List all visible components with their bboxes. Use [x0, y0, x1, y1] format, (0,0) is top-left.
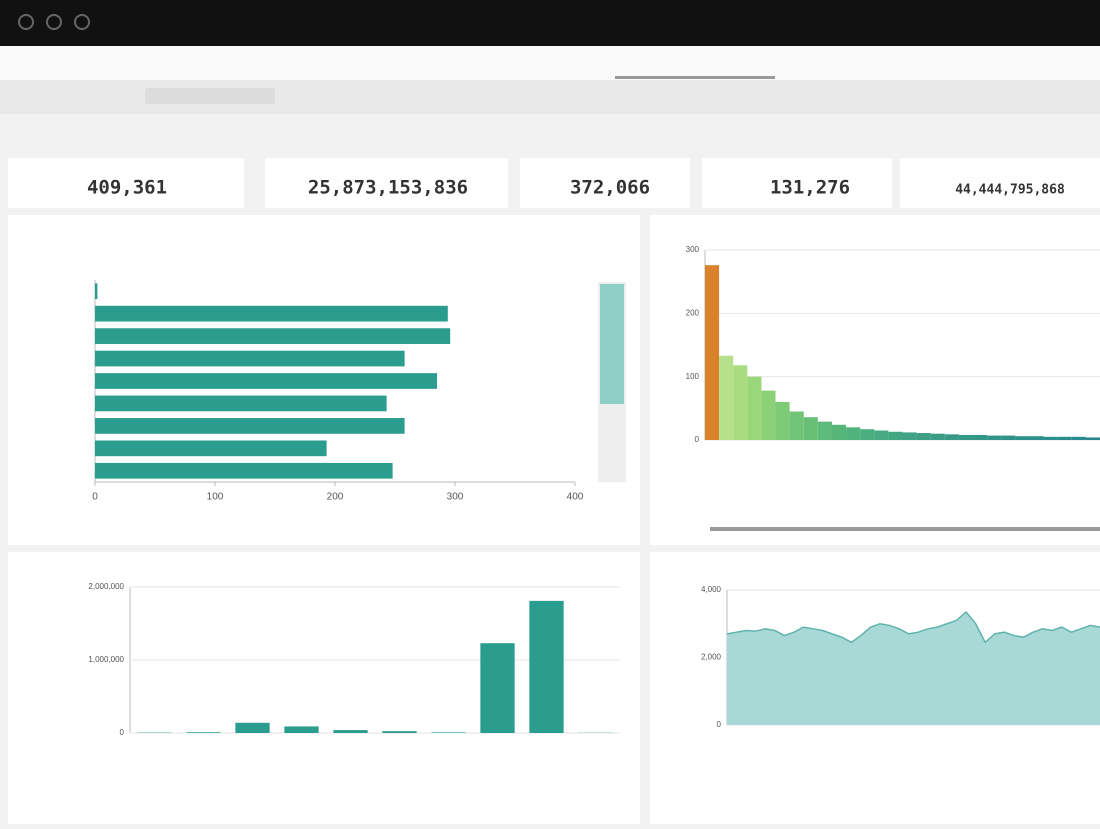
bar: [1086, 437, 1100, 440]
y-tick-label: 0: [695, 435, 700, 444]
bar: [95, 396, 387, 412]
bar: [95, 306, 448, 322]
bar: [186, 732, 220, 733]
bar: [860, 429, 874, 440]
bar: [705, 265, 719, 440]
bar: [846, 427, 860, 440]
y-tick-label: 2,000: [701, 653, 722, 662]
bar: [959, 435, 973, 440]
bar: [917, 433, 931, 440]
bar: [95, 328, 450, 344]
bar: [95, 418, 405, 434]
bar: [832, 425, 846, 440]
kpi-value: 409,361: [87, 177, 167, 199]
x-tick-label: 400: [567, 492, 584, 503]
bar: [480, 643, 514, 733]
bar: [888, 432, 902, 440]
y-tick-label: 200: [686, 308, 700, 317]
bar: [818, 422, 832, 440]
bar: [235, 723, 269, 733]
bar: [95, 373, 437, 389]
bar: [333, 730, 367, 733]
kpi-value: 25,873,153,836: [308, 177, 468, 199]
kpi-value: 131,276: [770, 177, 850, 199]
bar: [1072, 437, 1086, 440]
window-titlebar: [0, 0, 1100, 46]
bar: [804, 417, 818, 440]
x-tick-label: 200: [327, 492, 344, 503]
bar: [776, 402, 790, 440]
bar: [382, 731, 416, 733]
bar: [1044, 437, 1058, 440]
bar: [903, 432, 917, 440]
bar: [987, 436, 1001, 440]
bar: [95, 283, 97, 299]
bar: [1029, 436, 1043, 440]
bar: [747, 377, 761, 440]
bar: [1058, 437, 1072, 440]
bar: [719, 356, 733, 440]
bar: [95, 463, 393, 479]
bar: [95, 351, 405, 367]
y-tick-label: 0: [717, 720, 722, 729]
bar: [1015, 436, 1029, 440]
bar: [761, 391, 775, 440]
bar: [931, 434, 945, 440]
y-tick-label: 1,000,000: [88, 655, 124, 664]
bar: [874, 431, 888, 441]
x-tick-label: 100: [207, 492, 224, 503]
kpi-value: 44,444,795,868: [955, 183, 1065, 198]
bar: [790, 412, 804, 441]
bar: [529, 601, 563, 733]
active-tab-indicator: [615, 76, 775, 79]
selector[interactable]: [145, 88, 275, 104]
bar: [973, 435, 987, 440]
toolbar: [0, 46, 1100, 80]
bar: [945, 434, 959, 440]
bar: [1001, 436, 1015, 440]
bar: [733, 365, 747, 440]
bar: [284, 726, 318, 733]
x-tick-label: 0: [92, 492, 98, 503]
bar: [95, 440, 327, 456]
scrollbar[interactable]: [710, 527, 1100, 531]
y-tick-label: 2,000,000: [88, 582, 124, 591]
bar: [431, 732, 465, 733]
scroll-thumb[interactable]: [600, 284, 624, 404]
kpi-value: 372,066: [570, 177, 650, 199]
y-tick-label: 4,000: [701, 585, 722, 594]
y-tick-label: 0: [120, 728, 125, 737]
y-tick-label: 300: [686, 245, 700, 254]
x-tick-label: 300: [447, 492, 464, 503]
y-tick-label: 100: [686, 372, 700, 381]
